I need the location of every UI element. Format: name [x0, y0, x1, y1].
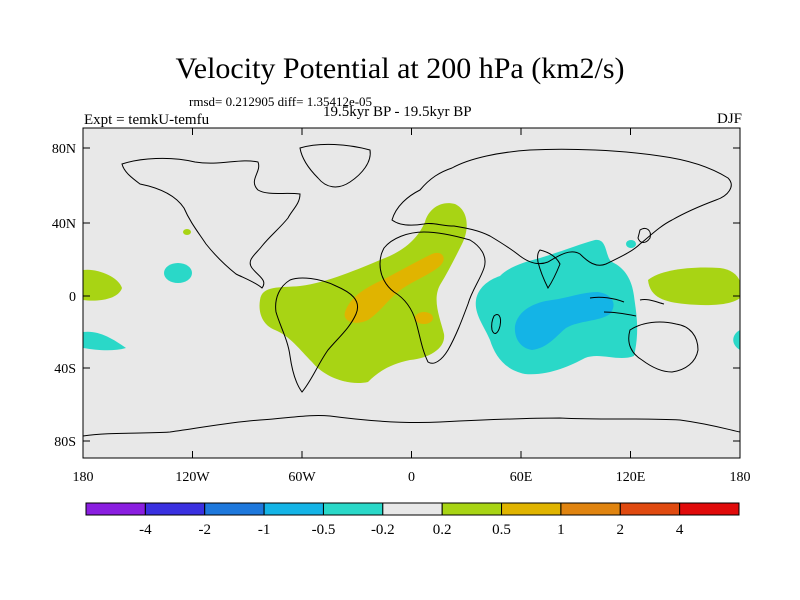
lon-tick-label: 0	[408, 470, 415, 485]
colorbar-swatch	[441, 502, 503, 516]
positive-core-atlantic	[344, 252, 444, 323]
colorbar-label: 2	[617, 522, 625, 538]
experiment-label: Expt = temkU-temfu	[84, 112, 210, 128]
colorbar-swatch	[501, 502, 562, 516]
colorbar-swatch	[85, 502, 146, 516]
positive-core-atlantic-2	[415, 312, 433, 324]
colorbar-swatch	[619, 502, 681, 516]
lon-tick-label: 60W	[288, 470, 316, 485]
rmsd-diff-label: rmsd= 0.212905 diff= 1.35412e-05	[189, 94, 373, 109]
lon-tick-label: 120W	[175, 470, 210, 485]
colorbar: -4 -2 -1 -0.5 -0.2 0.2 0.5 1 2 4	[85, 502, 740, 538]
coast-india	[537, 249, 561, 289]
colorbar-label: 1	[557, 522, 565, 538]
coast-australia	[628, 321, 699, 373]
coast-south-america	[275, 277, 358, 393]
negative-blob-east-asia	[626, 240, 636, 248]
colorbar-label: -1	[258, 522, 271, 538]
lat-tick-label: 80S	[54, 435, 76, 450]
colorbar-swatch	[263, 502, 324, 516]
coastlines	[83, 143, 740, 437]
coast-japan	[637, 227, 651, 243]
colorbar-swatch	[322, 502, 384, 516]
negative-region-east-pacific	[83, 331, 126, 351]
coast-indonesia	[589, 296, 665, 317]
colorbar-label: -2	[198, 522, 211, 538]
colorbar-label: 0.5	[492, 522, 511, 538]
lat-tick-label: 0	[69, 290, 76, 305]
lon-tick-label: 60E	[510, 470, 533, 485]
negative-region-southwest-pacific	[733, 330, 740, 350]
coast-eurasia	[391, 148, 732, 266]
season-label: DJF	[716, 111, 742, 127]
colorbar-label: -0.5	[312, 522, 336, 538]
positive-blob-pacific	[183, 229, 191, 235]
colorbar-swatch	[560, 502, 621, 516]
coast-north-america	[121, 157, 301, 289]
lat-tick-label: 80N	[52, 142, 76, 157]
positive-region-pacific	[648, 267, 740, 306]
lon-tick-label: 180	[73, 470, 94, 485]
coast-antarctica	[83, 414, 740, 437]
colorbar-label: -0.2	[371, 522, 395, 538]
coast-africa	[379, 231, 486, 364]
coast-madagascar	[491, 313, 501, 334]
colorbar-label: 4	[676, 522, 684, 538]
lat-tick-label: 40S	[54, 362, 76, 377]
negative-blob-north-pacific	[164, 263, 192, 283]
period-label: 19.5kyr BP - 19.5kyr BP	[323, 104, 472, 120]
colorbar-label: -4	[139, 522, 152, 538]
colorbar-swatch	[204, 502, 265, 516]
contour-fields	[83, 203, 740, 384]
latitude-axis: 80N 40N 0 40S 80S	[52, 142, 740, 450]
negative-core-indian	[514, 292, 614, 350]
lon-tick-label: 120E	[616, 470, 646, 485]
plot-title: Velocity Potential at 200 hPa (km2/s)	[175, 52, 625, 85]
colorbar-swatch	[144, 502, 206, 516]
positive-region-pacific-east	[83, 269, 122, 301]
lat-tick-label: 40N	[52, 217, 76, 232]
colorbar-label: 0.2	[433, 522, 452, 538]
longitude-axis: 180 120W 60W 0 60E 120E 180	[73, 128, 751, 485]
lon-tick-label: 180	[730, 470, 751, 485]
coast-greenland	[299, 143, 371, 188]
colorbar-swatch	[679, 502, 740, 516]
colorbar-swatch	[382, 502, 443, 516]
